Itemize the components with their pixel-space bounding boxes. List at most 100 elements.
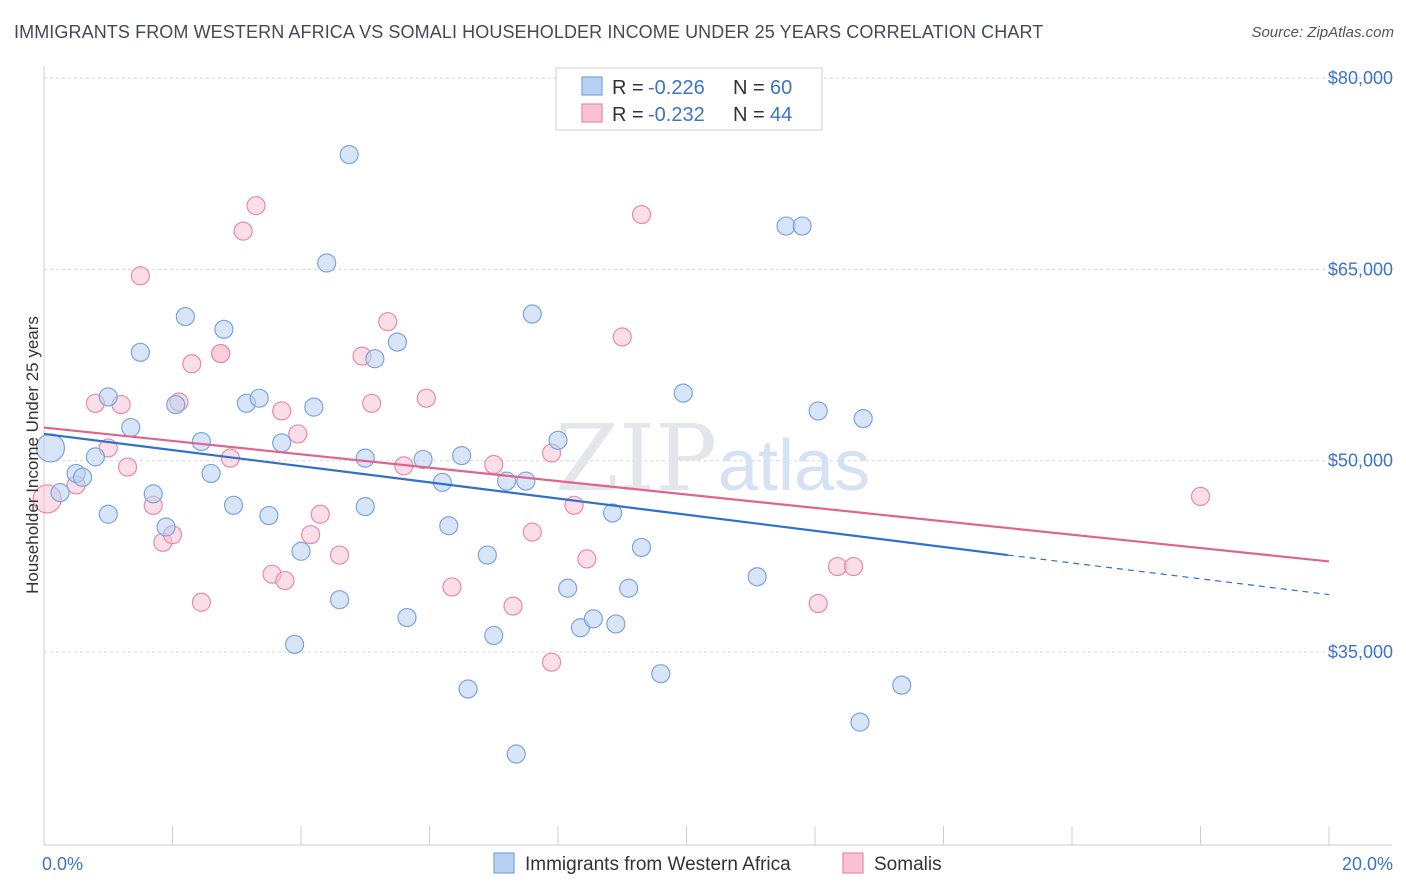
scatter-point <box>143 484 163 504</box>
scatter-point <box>339 145 359 165</box>
scatter-point <box>130 266 150 286</box>
scatter-point <box>612 327 632 347</box>
scatter-point <box>310 504 330 524</box>
scatter-point <box>191 431 212 452</box>
scatter-point <box>191 592 212 612</box>
legend-r-label-pink: R = <box>612 104 644 126</box>
scatter-point <box>249 388 269 408</box>
legend-n-value-pink: 44 <box>770 104 792 126</box>
scatter-point <box>317 253 337 273</box>
scatter-point <box>284 634 305 654</box>
scatter-point <box>355 448 375 468</box>
scatter-point <box>522 304 542 324</box>
scatter-point <box>853 409 873 429</box>
scatter-point <box>843 556 864 577</box>
watermark: ZIP atlas <box>555 405 870 512</box>
scatter-point <box>516 471 536 491</box>
scatter-point <box>362 393 382 413</box>
scatter-point <box>484 454 504 475</box>
scatter-point <box>182 354 202 374</box>
chart-source: Source: ZipAtlas.com <box>1251 24 1394 41</box>
bottom-legend-label-blue: Immigrants from Western Africa <box>525 854 791 875</box>
scatter-point <box>850 712 870 732</box>
grid-lines <box>44 77 1392 653</box>
scatter-point <box>378 312 398 332</box>
scatter-point <box>631 537 652 558</box>
scatter-point <box>272 433 292 453</box>
scatter-point <box>117 457 138 477</box>
legend-swatch-pink <box>581 103 603 123</box>
legend: R = -0.226 N = 60 R = -0.232 N = 44 <box>555 67 823 131</box>
x-tick-label: 20.0% <box>1342 854 1393 874</box>
scatter-point <box>214 319 234 339</box>
scatter-point <box>387 332 407 352</box>
scatter-point <box>275 570 295 591</box>
scatter-point <box>301 525 321 545</box>
legend-r-value-blue: -0.226 <box>648 77 705 99</box>
x-tick-label: 0.0% <box>42 854 83 874</box>
trend-line-blue <box>43 432 1008 557</box>
scatter-point <box>548 430 568 450</box>
scatter-point <box>603 503 623 523</box>
scatter-point <box>452 445 472 466</box>
scatter-point <box>329 545 350 565</box>
scatter-point <box>246 196 266 216</box>
scatter-point <box>484 625 504 646</box>
scatter-point <box>792 216 812 236</box>
y-tick-label: $80,000 <box>1328 68 1393 88</box>
bottom-legend-label-pink: Somalis <box>874 854 942 875</box>
scatter-point <box>606 614 626 634</box>
scatter-point <box>439 516 459 536</box>
watermark-atlas: atlas <box>718 426 870 506</box>
y-tick-labels: $35,000 $50,000 $65,000 $80,000 <box>1328 68 1393 662</box>
scatter-point <box>233 221 253 241</box>
trend-line-pink <box>43 426 1330 563</box>
trend-line-blue-extension <box>1007 554 1330 596</box>
scatter-point <box>827 556 848 577</box>
scatter-point <box>72 467 93 487</box>
scatter-point <box>458 679 478 699</box>
scatter-point <box>413 449 433 470</box>
scatter-point <box>558 578 578 598</box>
scatter-point <box>416 388 436 408</box>
y-tick-label: $35,000 <box>1328 642 1393 662</box>
scatter-point <box>583 609 603 629</box>
scatter-point <box>442 577 462 597</box>
bottom-legend: Immigrants from Western Africa Somalis <box>493 852 942 875</box>
scatter-point <box>85 447 106 467</box>
legend-r-label-blue: R = <box>612 77 644 99</box>
scatter-point <box>808 401 828 421</box>
scatter-point <box>577 549 597 569</box>
somalis-points <box>32 196 1211 672</box>
chart-title: IMMIGRANTS FROM WESTERN AFRICA VS SOMALI… <box>14 22 1044 42</box>
y-axis-label: Householder Income Under 25 years <box>23 316 42 594</box>
scatter-point <box>365 349 385 369</box>
scatter-point <box>541 652 562 672</box>
scatter-point <box>121 417 141 438</box>
scatter-point <box>1190 486 1211 507</box>
scatter-point <box>50 482 70 503</box>
scatter-point <box>619 578 639 598</box>
scatter-point <box>329 590 350 610</box>
scatter-point <box>747 567 767 587</box>
scatter-point <box>156 517 176 537</box>
scatter-point <box>211 343 231 364</box>
scatter-point <box>631 204 652 225</box>
scatter-point <box>201 463 221 484</box>
x-tick-labels: 0.0% 20.0% <box>42 854 1393 874</box>
scatter-point <box>98 504 118 524</box>
scatter-point <box>130 342 150 362</box>
scatter-point <box>892 675 912 695</box>
scatter-point <box>477 545 497 565</box>
scatter-point <box>259 505 279 526</box>
scatter-point <box>522 522 542 542</box>
legend-n-value-blue: 60 <box>770 77 792 99</box>
scatter-point <box>397 607 417 628</box>
y-tick-label: $65,000 <box>1328 259 1393 279</box>
scatter-point <box>272 401 292 421</box>
bottom-legend-swatch-pink <box>842 852 864 874</box>
scatter-point <box>223 495 244 515</box>
bottom-legend-swatch-blue <box>493 852 515 874</box>
legend-swatch-blue <box>581 76 603 96</box>
